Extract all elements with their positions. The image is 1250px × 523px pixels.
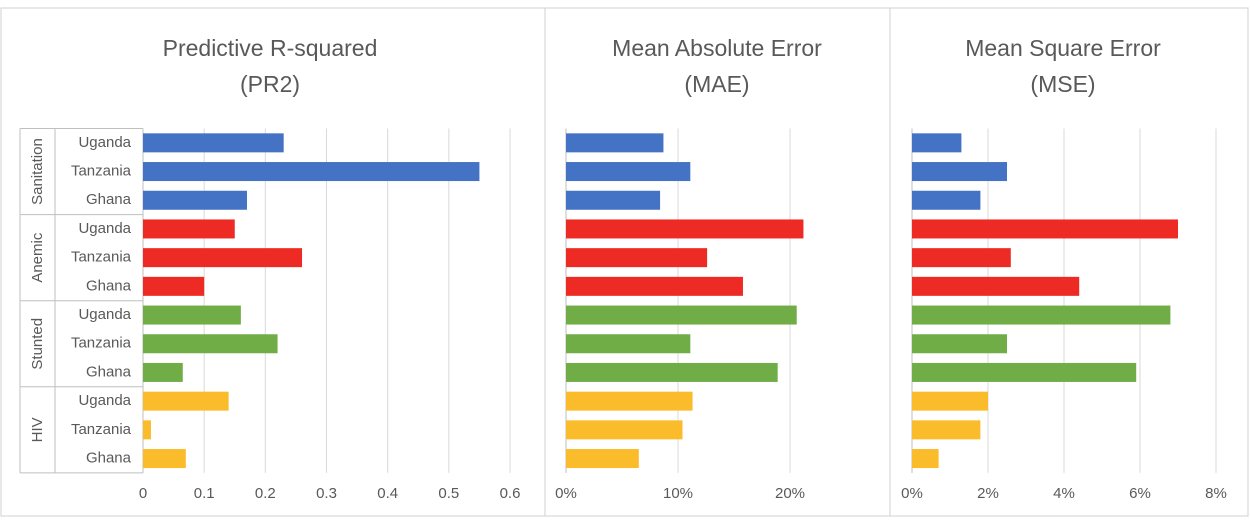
y-tick-label: Tanzania — [71, 421, 132, 438]
bar — [912, 133, 962, 153]
bar — [566, 334, 691, 354]
bar — [143, 449, 186, 469]
y-tick-label: Ghana — [86, 363, 132, 380]
x-tick-label: 0.3 — [316, 485, 337, 502]
bar — [566, 362, 778, 382]
x-tick-label: 8% — [1205, 485, 1227, 502]
bar — [566, 219, 804, 239]
bar — [912, 190, 981, 210]
y-tick-label: Tanzania — [71, 335, 132, 352]
y-tick-label: Tanzania — [71, 249, 132, 266]
x-tick-label: 0% — [901, 485, 923, 502]
chart-subtitle: (MSE) — [1030, 71, 1095, 97]
bar — [912, 162, 1007, 182]
y-tick-label: Uganda — [78, 134, 131, 151]
chart-title: Predictive R-squared — [163, 35, 378, 61]
x-tick-label: 0.5 — [438, 485, 459, 502]
y-tick-label: Ghana — [86, 191, 132, 208]
chart-title: Mean Square Error — [965, 35, 1161, 61]
x-tick-label: 0.4 — [377, 485, 398, 502]
bar — [566, 133, 664, 153]
chart-subtitle: (MAE) — [684, 71, 749, 97]
y-tick-label: Tanzania — [71, 163, 132, 180]
bar — [566, 449, 639, 469]
bar — [912, 362, 1137, 382]
x-tick-label: 10% — [663, 485, 693, 502]
y-tick-label: Uganda — [78, 220, 131, 237]
bar — [912, 276, 1080, 296]
bar — [143, 190, 247, 210]
bar — [566, 276, 743, 296]
bar — [143, 362, 183, 382]
y-tick-label: Ghana — [86, 277, 132, 294]
y-tick-label: Ghana — [86, 450, 132, 467]
bar — [143, 334, 278, 354]
x-tick-label: 0 — [139, 485, 147, 502]
x-tick-label: 4% — [1053, 485, 1075, 502]
x-tick-label: 0.6 — [500, 485, 521, 502]
bar — [566, 162, 691, 182]
bar — [566, 391, 693, 411]
bar — [143, 133, 284, 153]
chart-title: Mean Absolute Error — [612, 35, 822, 61]
group-label: Sanitation — [29, 138, 46, 205]
frame — [0, 7, 1249, 517]
bar — [143, 276, 205, 296]
bar — [912, 334, 1007, 354]
group-label: Anemic — [29, 232, 46, 283]
x-tick-label: 0.2 — [255, 485, 276, 502]
bar — [912, 305, 1171, 325]
bar — [143, 248, 303, 268]
y-tick-label: Uganda — [78, 306, 131, 323]
x-tick-label: 6% — [1129, 485, 1151, 502]
chart-subtitle: (PR2) — [240, 71, 300, 97]
bar — [566, 248, 708, 268]
bar — [566, 190, 661, 210]
y-tick-label: Uganda — [78, 392, 131, 409]
bar — [566, 305, 797, 325]
bar — [912, 391, 988, 411]
group-label: Stunted — [29, 318, 46, 370]
group-label: HIV — [29, 417, 46, 442]
bar — [143, 219, 235, 239]
bar — [143, 420, 151, 440]
bar — [912, 248, 1011, 268]
x-tick-label: 0% — [555, 485, 577, 502]
bar — [143, 391, 229, 411]
bar — [912, 449, 939, 469]
bar — [912, 219, 1178, 239]
bar — [912, 420, 981, 440]
x-tick-label: 0.1 — [194, 485, 215, 502]
bar — [143, 162, 480, 182]
x-tick-label: 20% — [775, 485, 805, 502]
bar — [566, 420, 683, 440]
bar — [143, 305, 241, 325]
x-tick-label: 2% — [977, 485, 999, 502]
